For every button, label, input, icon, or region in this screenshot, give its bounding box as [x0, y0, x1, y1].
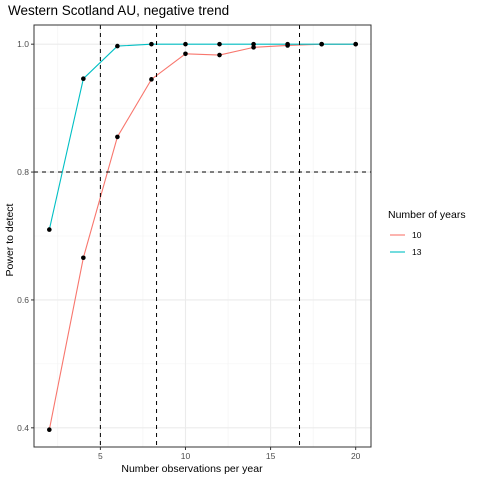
data-point-13 — [115, 43, 120, 49]
x-tick-label: 10 — [181, 451, 191, 461]
x-tick-label: 5 — [98, 451, 103, 461]
data-point-13 — [319, 41, 324, 47]
plot-border — [33, 24, 372, 448]
data-point-10 — [251, 45, 256, 50]
legend: Number of years 10 13 — [388, 209, 466, 257]
chart-title: Western Scotland AU, negative trend — [8, 3, 229, 18]
data-point-13 — [353, 41, 358, 47]
plot-panel: 5 10 15 20 0.4 0.6 0.8 1.0 — [17, 24, 372, 461]
x-tick-label: 20 — [351, 451, 361, 461]
y-tick-label: 1.0 — [17, 39, 29, 49]
data-point-13 — [183, 41, 188, 47]
series-line-10 — [48, 43, 356, 430]
data-point-10 — [47, 427, 52, 433]
data-point-13 — [251, 41, 256, 47]
y-tick-label: 0.8 — [17, 167, 29, 177]
y-axis-title: Power to detect — [4, 203, 16, 276]
data-point-10 — [183, 51, 188, 57]
legend-title: Number of years — [388, 209, 466, 221]
x-axis-title: Number observations per year — [121, 463, 263, 475]
y-tick-label: 0.6 — [17, 295, 29, 305]
legend-label-10: 10 — [412, 230, 422, 240]
data-point-10 — [217, 52, 222, 58]
legend-label-13: 13 — [412, 247, 422, 257]
data-point-10 — [81, 255, 86, 261]
data-point-13 — [81, 76, 86, 82]
data-point-13 — [285, 41, 290, 47]
data-point-13 — [149, 41, 154, 47]
data-point-10 — [149, 77, 154, 82]
x-tick-label: 15 — [266, 451, 276, 461]
y-tick-label: 0.4 — [17, 423, 29, 433]
series-line-13 — [48, 43, 356, 230]
data-point-13 — [217, 41, 222, 47]
data-point-10 — [115, 134, 120, 140]
data-point-13 — [47, 227, 52, 232]
